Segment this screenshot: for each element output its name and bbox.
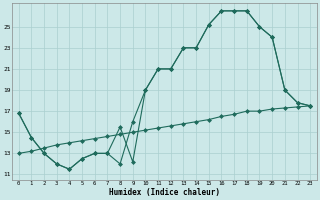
- X-axis label: Humidex (Indice chaleur): Humidex (Indice chaleur): [109, 188, 220, 197]
